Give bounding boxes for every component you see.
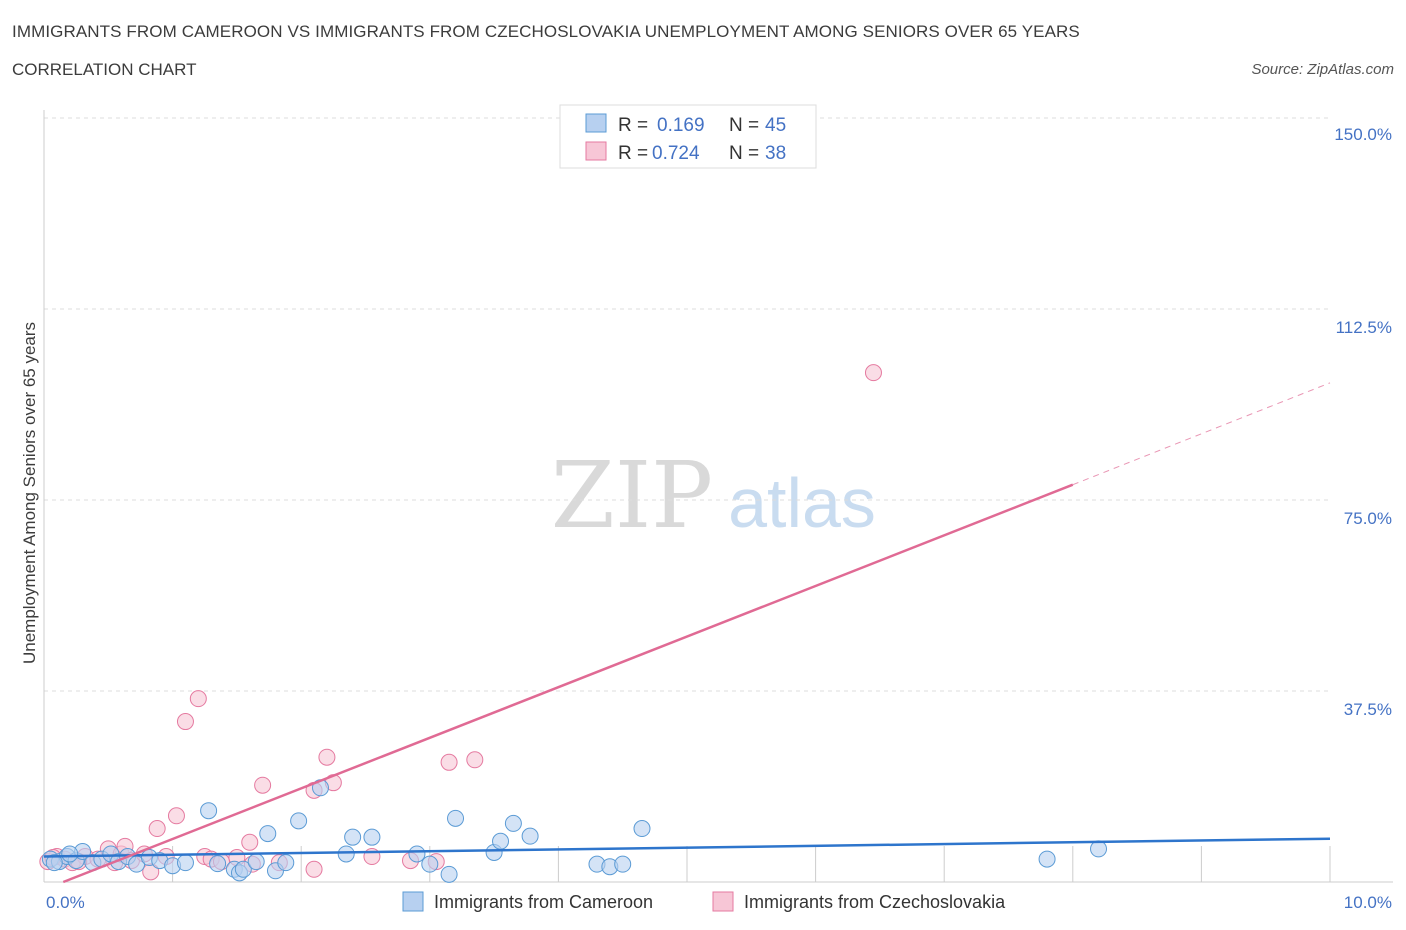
source-credit: Source: ZipAtlas.com [1251,61,1394,78]
czechoslovakia-trend-extension [1072,382,1331,486]
cameroon-point-24 [290,812,308,830]
legend-r-label-czechoslovakia: R = [618,143,648,164]
cameroon-point-41 [1038,850,1056,868]
czechoslovakia-point-17 [189,690,207,708]
legend-n-label-czechoslovakia: N = [729,143,759,164]
bottom-legend: Immigrants from Cameroon Immigrants from… [402,891,1006,912]
cameroon-point-16 [209,855,227,873]
legend-swatch-czechoslovakia [585,141,607,161]
cameroon-point-30 [421,855,439,873]
czechoslovakia-point-24 [254,776,272,794]
czechoslovakia-point-26 [305,860,323,878]
cameroon-point-20 [247,853,265,871]
axes [43,110,1393,883]
cameroon-point-14 [176,854,194,872]
czechoslovakia-point-35 [864,364,882,382]
bottom-legend-label-cameroon: Immigrants from Cameroon [434,892,653,912]
cameroon-point-36 [521,827,539,845]
y-tick-label-112-5: 112.5% [1336,318,1392,337]
legend-swatch-cameroon [585,113,607,133]
y-axis-title: Unemployment Among Seniors over 65 years [20,322,39,664]
cameroon-point-29 [408,845,426,863]
cameroon-point-34 [492,832,510,850]
cameroon-point-31 [440,865,458,883]
y-tick-labels: 37.5% 75.0% 112.5% 150.0% [1334,125,1392,719]
cameroon-point-23 [277,854,295,872]
bottom-legend-swatch-czechoslovakia [712,891,734,912]
legend-r-label-cameroon: R = [618,115,648,136]
chart-title: IMMIGRANTS FROM CAMEROON VS IMMIGRANTS F… [12,22,1080,41]
cameroon-point-35 [504,814,522,832]
series-cameroon-points [41,779,1108,883]
y-tick-label-75: 75.0% [1344,509,1392,528]
legend-r-value-cameroon: 0.169 [657,115,705,136]
cameroon-point-19 [234,860,252,878]
cameroon-point-44 [45,854,63,872]
cameroon-point-40 [633,820,651,838]
czechoslovakia-point-28 [318,748,336,766]
czechoslovakia-point-22 [241,833,259,851]
grid-lines [44,117,1330,692]
cameroon-point-15 [200,802,218,820]
legend-r-value-czechoslovakia: 0.724 [652,143,700,164]
czechoslovakia-trend-line [62,483,1074,884]
chart-subtitle: CORRELATION CHART [12,60,197,79]
y-tick-label-37-5: 37.5% [1344,700,1392,719]
cameroon-point-42 [1090,840,1108,858]
trend-lines [43,382,1331,884]
cameroon-point-21 [259,825,277,843]
legend-n-value-cameroon: 45 [765,115,786,136]
cameroon-point-26 [337,845,355,863]
legend-n-label-cameroon: N = [729,115,759,136]
bottom-legend-label-czechoslovakia: Immigrants from Czechoslovakia [744,892,1006,912]
cameroon-point-43 [61,845,79,863]
czechoslovakia-point-34 [466,751,484,769]
czechoslovakia-point-13 [148,820,166,838]
cameroon-point-27 [344,828,362,846]
watermark-atlas: atlas [728,464,876,542]
cameroon-point-32 [447,809,465,827]
series-czechoslovakia-points [39,364,882,881]
czechoslovakia-point-15 [167,807,185,825]
cameroon-point-39 [614,855,632,873]
x-tick-label-0: 0.0% [46,893,85,912]
watermark-zip: ZIP [551,442,713,549]
y-tick-label-150: 150.0% [1334,125,1392,144]
cameroon-trend-line [43,837,1331,858]
top-legend: R = 0.169 N = 45 R = 0.724 N = 38 [559,104,817,169]
czechoslovakia-point-33 [440,753,458,771]
legend-n-value-czechoslovakia: 38 [765,143,786,164]
x-tick-label-10: 10.0% [1344,893,1392,912]
bottom-legend-swatch-cameroon [402,891,424,912]
czechoslovakia-point-16 [176,713,194,731]
cameroon-point-28 [363,828,381,846]
